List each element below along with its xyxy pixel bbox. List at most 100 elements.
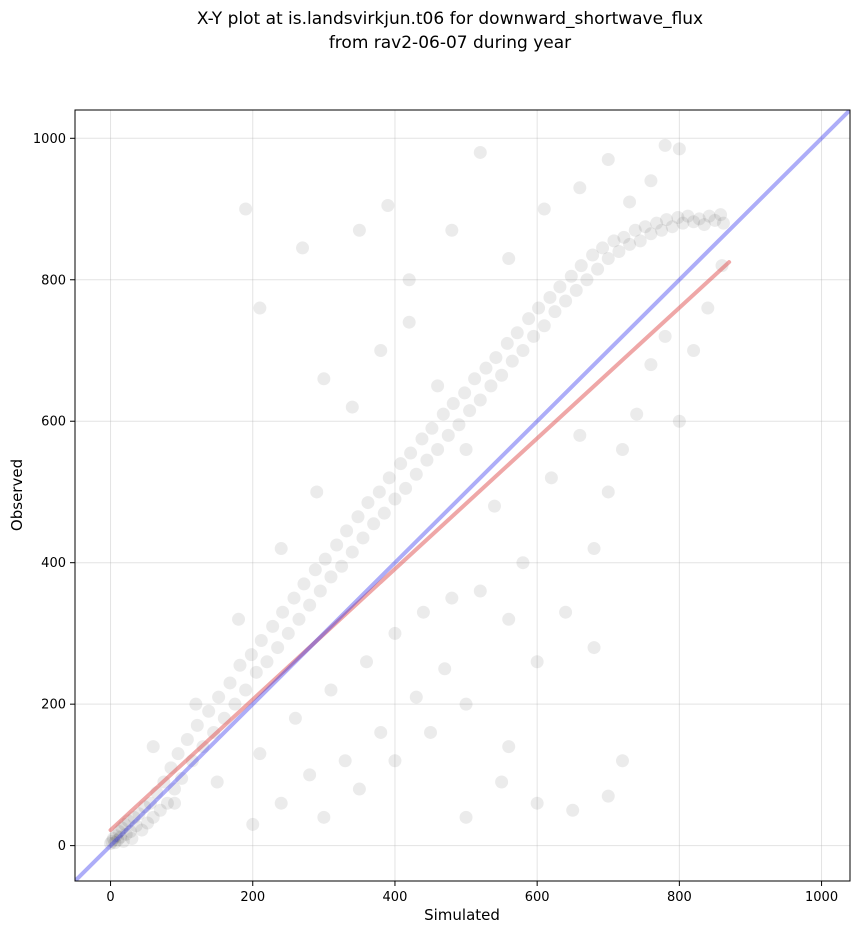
scatter-point — [160, 796, 174, 810]
scatter-point — [271, 641, 285, 655]
scatter-point — [394, 457, 408, 471]
scatter-point — [615, 754, 629, 768]
x-axis-label: Simulated — [424, 906, 500, 924]
scatter-point — [190, 718, 204, 732]
scatter-point — [573, 428, 587, 442]
scatter-point — [559, 294, 573, 308]
scatter-point — [180, 733, 194, 747]
axis-ticks: 0 200 400 600 800 1000 0 200 400 600 800 1000 — [33, 132, 838, 905]
scatter-point — [119, 827, 133, 841]
scatter-point — [374, 343, 388, 357]
title: X-Y plot at is.landsvirkjun.t06 for down… — [197, 9, 703, 53]
scatter-point — [249, 665, 263, 679]
scatter-point — [441, 428, 455, 442]
scatter-point — [425, 421, 439, 435]
scatter-point — [424, 725, 438, 739]
scatter-point — [276, 605, 290, 619]
scatter-point — [516, 343, 530, 357]
scatter-point — [701, 301, 715, 315]
scatter-point — [108, 836, 122, 850]
scatter-point — [105, 834, 119, 848]
scatter-point — [601, 789, 615, 803]
scatter-point — [420, 453, 434, 467]
scatter-point — [129, 819, 143, 833]
scatter-point — [708, 213, 722, 227]
scatter-point — [361, 496, 375, 510]
scatter-point — [228, 697, 242, 711]
scatter-point — [374, 725, 388, 739]
scatter-point — [141, 816, 155, 830]
scatter-point — [612, 244, 626, 258]
scatter-point — [244, 648, 258, 662]
scatter-point — [510, 326, 524, 340]
scatter-point — [382, 471, 396, 485]
scatter-point — [530, 796, 544, 810]
scatter-point — [544, 471, 558, 485]
scatter-point — [687, 343, 701, 357]
scatter-point — [516, 556, 530, 570]
scatter-point — [340, 524, 354, 538]
scatter-point — [431, 379, 445, 393]
scatter-point — [644, 227, 658, 241]
y-tick-label: 600 — [41, 415, 66, 430]
title-line-1: X-Y plot at is.landsvirkjun.t06 for down… — [197, 9, 703, 29]
scatter-point — [587, 641, 601, 655]
scatter-point — [125, 832, 139, 846]
scatter-point — [537, 202, 551, 216]
scatter-point — [189, 697, 203, 711]
scatter-point — [607, 234, 621, 248]
scatter-point — [352, 782, 366, 796]
scatter-point — [650, 216, 664, 230]
scatter-point — [633, 234, 647, 248]
scatter-point — [313, 584, 327, 598]
scatter-point — [630, 407, 644, 421]
scatter-point — [638, 220, 652, 234]
scatter-point — [479, 361, 493, 375]
scatter-point — [281, 626, 295, 640]
fit-line — [108, 260, 732, 833]
scatter-point — [266, 619, 280, 633]
scatter-point — [458, 386, 472, 400]
scatter-point — [416, 605, 430, 619]
scatter-point — [143, 796, 157, 810]
scatter-point — [404, 446, 418, 460]
scatter-point — [438, 662, 452, 676]
scatter-point — [104, 837, 118, 851]
scatter-point — [146, 740, 160, 754]
scatter-point — [623, 237, 637, 251]
scatter-point — [324, 570, 338, 584]
scatter-point — [623, 195, 637, 209]
scatter-point — [338, 754, 352, 768]
scatter-point — [308, 563, 322, 577]
scatter-point — [495, 368, 509, 382]
scatter-point — [106, 832, 120, 846]
scatter-point — [381, 198, 395, 212]
scatter-point — [109, 829, 123, 843]
scatter-point — [500, 336, 514, 350]
scatter-point — [175, 771, 189, 785]
scatter-point — [553, 280, 567, 294]
x-tick-label: 0 — [106, 890, 114, 905]
scatter-point — [317, 810, 331, 824]
reference-lines — [75, 110, 850, 881]
y-tick-label: 200 — [41, 698, 66, 713]
scatter-point — [574, 259, 588, 273]
scatter-point — [303, 598, 317, 612]
scatter-point — [559, 605, 573, 619]
scatter-point — [253, 301, 267, 315]
scatter-point — [260, 655, 274, 669]
scatter-point — [596, 241, 610, 255]
scatter-point — [715, 259, 729, 273]
scatter-point — [580, 273, 594, 287]
scatter-point — [111, 833, 125, 847]
scatter-point — [658, 138, 672, 152]
scatter-point — [146, 810, 160, 824]
scatter-point — [445, 223, 459, 237]
scatter-point — [702, 209, 716, 223]
scatter-point — [459, 810, 473, 824]
y-tick-label: 1000 — [33, 132, 66, 147]
scatter-point — [296, 241, 310, 255]
scatter-point — [254, 634, 268, 648]
scatter-point — [573, 181, 587, 195]
x-tick-label: 600 — [525, 890, 550, 905]
